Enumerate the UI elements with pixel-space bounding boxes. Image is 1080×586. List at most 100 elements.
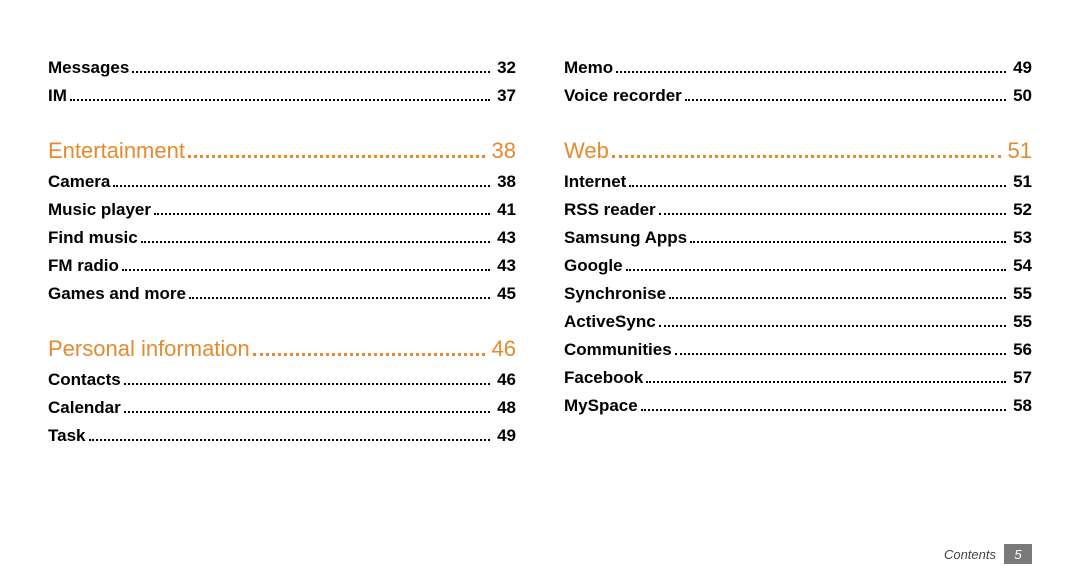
toc-column-right: Memo 49 Voice recorder 50 Web 51 Interne… xyxy=(564,58,1032,454)
toc-item-label: Communities xyxy=(564,340,672,360)
leader-dots xyxy=(253,352,485,356)
leader-dots xyxy=(669,296,1006,299)
toc-item-label: Google xyxy=(564,256,623,276)
leader-dots xyxy=(675,352,1006,355)
toc-item-page: 55 xyxy=(1009,312,1032,332)
leader-dots xyxy=(141,240,490,243)
leader-dots xyxy=(113,184,490,187)
toc-item-page: 51 xyxy=(1009,172,1032,192)
toc-item[interactable]: FM radio 43 xyxy=(48,256,516,276)
footer-label: Contents xyxy=(944,547,996,562)
toc-section[interactable]: Web 51 xyxy=(564,138,1032,164)
leader-dots xyxy=(89,438,491,441)
toc-item-page: 50 xyxy=(1009,86,1032,106)
toc-item-label: Internet xyxy=(564,172,626,192)
toc-item-page: 48 xyxy=(493,398,516,418)
toc-item-label: Memo xyxy=(564,58,613,78)
toc-item-label: Camera xyxy=(48,172,110,192)
toc-page: Messages 32 IM 37 Entertainment 38 Camer… xyxy=(0,0,1080,454)
toc-section[interactable]: Entertainment 38 xyxy=(48,138,516,164)
leader-dots xyxy=(70,98,490,101)
toc-item[interactable]: Task 49 xyxy=(48,426,516,446)
toc-item[interactable]: MySpace 58 xyxy=(564,396,1032,416)
leader-dots xyxy=(685,98,1006,101)
leader-dots xyxy=(188,154,485,158)
leader-dots xyxy=(659,324,1006,327)
leader-dots xyxy=(641,408,1006,411)
toc-item[interactable]: Communities 56 xyxy=(564,340,1032,360)
toc-item-page: 54 xyxy=(1009,256,1032,276)
toc-item-label: Calendar xyxy=(48,398,121,418)
toc-item-label: Find music xyxy=(48,228,138,248)
toc-item[interactable]: Synchronise 55 xyxy=(564,284,1032,304)
toc-item-page: 57 xyxy=(1009,368,1032,388)
toc-item-page: 37 xyxy=(493,86,516,106)
toc-column-left: Messages 32 IM 37 Entertainment 38 Camer… xyxy=(48,58,516,454)
toc-section-page: 51 xyxy=(1004,138,1032,164)
toc-item[interactable]: Internet 51 xyxy=(564,172,1032,192)
toc-section-label: Entertainment xyxy=(48,138,185,164)
toc-section-page: 38 xyxy=(488,138,516,164)
leader-dots xyxy=(612,154,1001,158)
toc-item[interactable]: Messages 32 xyxy=(48,58,516,78)
toc-item-label: FM radio xyxy=(48,256,119,276)
toc-section-page: 46 xyxy=(488,336,516,362)
toc-item[interactable]: RSS reader 52 xyxy=(564,200,1032,220)
toc-section[interactable]: Personal information 46 xyxy=(48,336,516,362)
toc-item[interactable]: Games and more 45 xyxy=(48,284,516,304)
toc-item-label: Samsung Apps xyxy=(564,228,687,248)
toc-item[interactable]: Calendar 48 xyxy=(48,398,516,418)
leader-dots xyxy=(124,382,490,385)
leader-dots xyxy=(189,296,490,299)
leader-dots xyxy=(626,268,1007,271)
toc-item-page: 58 xyxy=(1009,396,1032,416)
toc-item-label: ActiveSync xyxy=(564,312,656,332)
toc-item-page: 49 xyxy=(493,426,516,446)
leader-dots xyxy=(629,184,1006,187)
toc-item[interactable]: ActiveSync 55 xyxy=(564,312,1032,332)
toc-item-page: 43 xyxy=(493,256,516,276)
leader-dots xyxy=(690,240,1006,243)
toc-item[interactable]: Camera 38 xyxy=(48,172,516,192)
toc-item-label: Music player xyxy=(48,200,151,220)
toc-item-label: RSS reader xyxy=(564,200,656,220)
toc-item-page: 56 xyxy=(1009,340,1032,360)
toc-item[interactable]: Contacts 46 xyxy=(48,370,516,390)
toc-item-label: Messages xyxy=(48,58,129,78)
toc-item-page: 55 xyxy=(1009,284,1032,304)
toc-item-page: 49 xyxy=(1009,58,1032,78)
toc-item-label: Synchronise xyxy=(564,284,666,304)
leader-dots xyxy=(132,70,490,73)
toc-item[interactable]: Facebook 57 xyxy=(564,368,1032,388)
toc-item-label: Task xyxy=(48,426,86,446)
toc-item[interactable]: Music player 41 xyxy=(48,200,516,220)
page-footer: Contents 5 xyxy=(944,544,1032,564)
toc-item[interactable]: IM 37 xyxy=(48,86,516,106)
toc-item[interactable]: Memo 49 xyxy=(564,58,1032,78)
toc-item-page: 46 xyxy=(493,370,516,390)
leader-dots xyxy=(154,212,490,215)
toc-item-label: Voice recorder xyxy=(564,86,682,106)
toc-item-label: Games and more xyxy=(48,284,186,304)
toc-item[interactable]: Samsung Apps 53 xyxy=(564,228,1032,248)
leader-dots xyxy=(122,268,490,271)
toc-item-page: 53 xyxy=(1009,228,1032,248)
toc-item-page: 52 xyxy=(1009,200,1032,220)
toc-section-label: Web xyxy=(564,138,609,164)
toc-item-page: 43 xyxy=(493,228,516,248)
toc-item-page: 41 xyxy=(493,200,516,220)
leader-dots xyxy=(646,380,1006,383)
toc-item-page: 45 xyxy=(493,284,516,304)
toc-item[interactable]: Find music 43 xyxy=(48,228,516,248)
page-number-badge: 5 xyxy=(1004,544,1032,564)
toc-item[interactable]: Voice recorder 50 xyxy=(564,86,1032,106)
leader-dots xyxy=(616,70,1006,73)
toc-item[interactable]: Google 54 xyxy=(564,256,1032,276)
toc-item-label: Contacts xyxy=(48,370,121,390)
leader-dots xyxy=(659,212,1006,215)
toc-item-page: 32 xyxy=(493,58,516,78)
toc-section-label: Personal information xyxy=(48,336,250,362)
toc-item-label: IM xyxy=(48,86,67,106)
toc-item-label: MySpace xyxy=(564,396,638,416)
leader-dots xyxy=(124,410,490,413)
